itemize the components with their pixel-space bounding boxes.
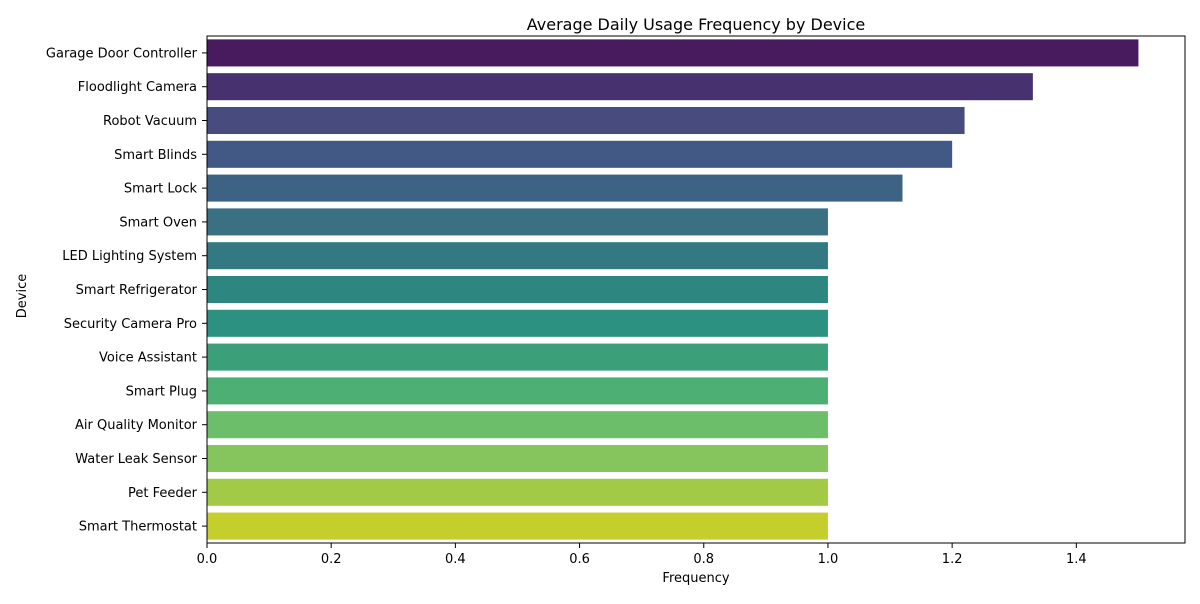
bar-security-camera-pro <box>207 309 828 337</box>
y-tick-label: Smart Blinds <box>114 148 197 163</box>
x-tick-label: 0.8 <box>693 552 714 567</box>
bar-water-leak-sensor <box>207 444 828 473</box>
x-tick-label: 1.0 <box>818 552 839 567</box>
bar-smart-lock <box>207 174 903 202</box>
y-tick-label: Smart Plug <box>126 384 197 399</box>
bars-layer <box>207 39 1139 540</box>
x-tick-label: 1.2 <box>942 552 963 567</box>
bar-robot-vacuum <box>207 106 965 135</box>
x-tick-label: 0.4 <box>445 552 466 567</box>
y-tick-label: Floodlight Camera <box>78 80 197 95</box>
y-tick-label: Robot Vacuum <box>103 114 197 129</box>
bar-smart-thermostat <box>207 512 828 540</box>
y-axis-label: Device <box>15 274 30 318</box>
x-tick-label: 1.4 <box>1066 552 1087 567</box>
x-axis-label: Frequency <box>662 571 729 586</box>
y-tick-label: Garage Door Controller <box>46 46 198 61</box>
bar-pet-feeder <box>207 478 828 506</box>
axes-layer: Garage Door Controller Floodlight Camera R… <box>46 35 1186 567</box>
y-tick-label: Smart Thermostat <box>79 520 197 535</box>
bar-garage-door-controller <box>207 39 1139 67</box>
y-tick-label: Security Camera Pro <box>64 317 197 332</box>
bar-floodlight-camera <box>207 73 1033 101</box>
bar-smart-oven <box>207 208 828 236</box>
plot-frame <box>206 35 1186 544</box>
y-tick-label: LED Lighting System <box>62 249 197 264</box>
y-tick-label: Water Leak Sensor <box>75 452 197 467</box>
bar-led-lighting-system <box>207 242 828 270</box>
bar-voice-assistant <box>207 343 828 371</box>
y-tick-label: Air Quality Monitor <box>75 418 198 433</box>
bar-smart-plug <box>207 377 828 405</box>
bar-smart-refrigerator <box>207 275 828 304</box>
chart-title: Average Daily Usage Frequency by Device <box>527 15 865 34</box>
bar-air-quality-monitor <box>207 411 828 439</box>
y-tick-label: Voice Assistant <box>99 351 197 366</box>
x-tick-label: 0.0 <box>197 552 218 567</box>
y-tick-label: Smart Refrigerator <box>76 283 198 298</box>
bar-smart-blinds <box>207 140 953 168</box>
x-tick-label: 0.6 <box>569 552 590 567</box>
y-tick-label: Smart Lock <box>124 182 198 197</box>
y-tick-label: Smart Oven <box>119 215 197 230</box>
x-tick-label: 0.2 <box>321 552 342 567</box>
y-tick-label: Pet Feeder <box>128 486 198 501</box>
